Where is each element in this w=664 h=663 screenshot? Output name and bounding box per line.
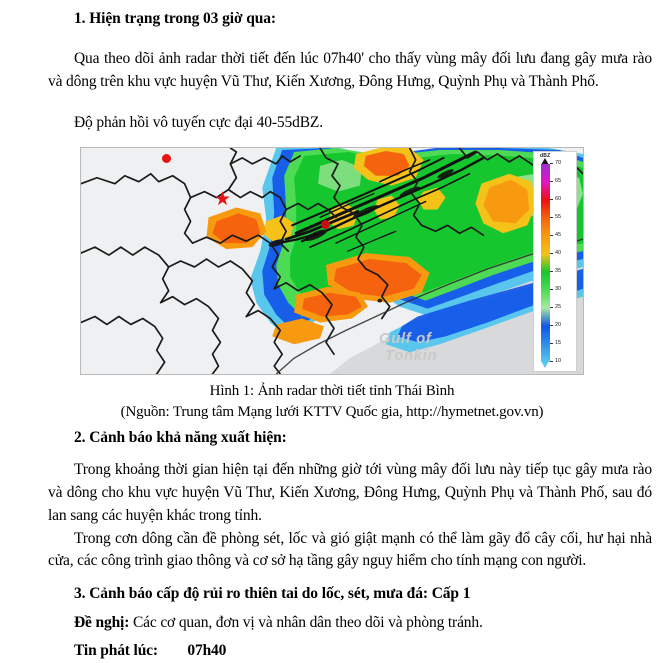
issued-time-line: Tin phát lúc: 07h40 [0, 640, 664, 662]
reflectivity-colorbar: dBZ 70 65 60 55 45 40 35 30 25 20 15 10 [533, 150, 578, 372]
colorbar-tick-mark [550, 253, 553, 255]
colorbar-tick-mark [550, 181, 553, 183]
radar-site-star-icon: ★ [214, 188, 232, 210]
colorbar-tick-label: 60 [555, 196, 562, 203]
section-2-heading: 2. Cảnh báo khả năng xuất hiện: [74, 428, 287, 446]
spacer [0, 573, 664, 583]
recommendation-label: Đề nghị: [74, 613, 130, 631]
colorbar-tick-mark [550, 343, 553, 345]
section-1-paragraph-1: Qua theo dõi ảnh radar thời tiết đến lúc… [48, 50, 652, 91]
colorbar-tick-label: 35 [555, 268, 562, 275]
station-dot-east-icon [321, 219, 330, 229]
colorbar-tick-mark [550, 235, 553, 237]
colorbar-tick-mark [550, 163, 553, 165]
section-1-paragraph-2: Độ phản hồi vô tuyến cực đại 40-55dBZ. [74, 114, 323, 132]
section-3-heading: 3. Cảnh báo cấp độ rủi ro thiên tai do l… [74, 585, 471, 603]
watermark-line-2: Tonkin [385, 346, 438, 364]
colorbar-top-arrow-icon [541, 157, 549, 165]
colorbar-tick-label: 30 [555, 286, 562, 293]
colorbar-tick-mark [550, 325, 553, 327]
colorbar-tick-65: 65 [550, 178, 561, 186]
radar-figure: ★ Gulf of Tonkin dBZ 70 65 60 55 45 40 35 30 25 2… [0, 146, 664, 375]
issued-time-label: Tin phát lúc: [74, 642, 158, 660]
radar-image: ★ Gulf of Tonkin dBZ 70 65 60 55 45 40 35 30 25 2… [80, 146, 584, 375]
colorbar-tick-label: 15 [555, 340, 562, 347]
colorbar-tick-label: 40 [555, 250, 562, 257]
colorbar-tick-10: 10 [550, 358, 561, 366]
watermark-line-1: Gulf of [379, 329, 432, 347]
figure-caption-line-1: Hình 1: Ảnh radar thời tiết tỉnh Thái Bì… [209, 382, 455, 399]
colorbar-tick-mark [550, 199, 553, 201]
colorbar-tick-label: 25 [555, 304, 562, 311]
colorbar-tick-25: 25 [550, 304, 561, 312]
colorbar-tick-label: 10 [555, 358, 562, 365]
colorbar-tick-mark [550, 289, 553, 291]
colorbar-tick-mark [550, 271, 553, 273]
radar-map-graphic [81, 147, 583, 374]
spacer [0, 94, 664, 112]
recommendation-text: Các cơ quan, đơn vị và nhân dân theo dõi… [132, 613, 483, 631]
colorbar-tick-mark [550, 361, 553, 363]
section-1-heading: 1. Hiện trạng trong 03 giờ qua: [74, 10, 276, 27]
colorbar-tick-label: 65 [555, 178, 562, 185]
station-dot-north-icon [162, 153, 171, 163]
colorbar-tick-70: 70 [550, 160, 561, 168]
issued-time-value: 07h40 [187, 642, 227, 660]
colorbar-tick-35: 35 [550, 268, 561, 276]
colorbar-tick-label: 20 [555, 322, 562, 329]
colorbar-gradient [541, 163, 550, 362]
gulf-of-tonkin-watermark: Gulf of Tonkin [379, 330, 437, 364]
colorbar-tick-40: 40 [550, 250, 561, 258]
colorbar-bottom-arrow-icon [541, 360, 549, 368]
recommendation-line: Đề nghị: Các cơ quan, đơn vị và nhân dân… [0, 612, 664, 634]
spacer [0, 135, 664, 147]
colorbar-tick-30: 30 [550, 286, 561, 294]
colorbar-tick-55: 55 [550, 214, 561, 222]
figure-caption-line-2: (Nguồn: Trung tâm Mạng lưới KTTV Quốc gi… [120, 403, 544, 420]
top-spacer [0, 0, 664, 8]
colorbar-tick-label: 70 [555, 160, 562, 167]
colorbar-unit-label: dBZ [540, 152, 551, 159]
colorbar-tick-15: 15 [550, 340, 561, 348]
colorbar-tick-20: 20 [550, 322, 561, 330]
colorbar-tick-mark [550, 217, 553, 219]
colorbar-tick-label: 45 [555, 232, 562, 239]
section-2-paragraph-1: Trong khoảng thời gian hiện tại đến nhữn… [48, 461, 652, 524]
colorbar-tick-45: 45 [550, 232, 561, 240]
colorbar-ticks: 70 65 60 55 45 40 35 30 25 20 15 10 [550, 161, 578, 364]
spacer [0, 449, 664, 459]
section-2-paragraph-2: Trong cơn dông cần đề phòng sét, lốc và … [48, 529, 652, 570]
colorbar-tick-60: 60 [550, 196, 561, 204]
colorbar-tick-label: 55 [555, 214, 562, 221]
colorbar-tick-mark [550, 307, 553, 309]
spacer [0, 30, 664, 48]
